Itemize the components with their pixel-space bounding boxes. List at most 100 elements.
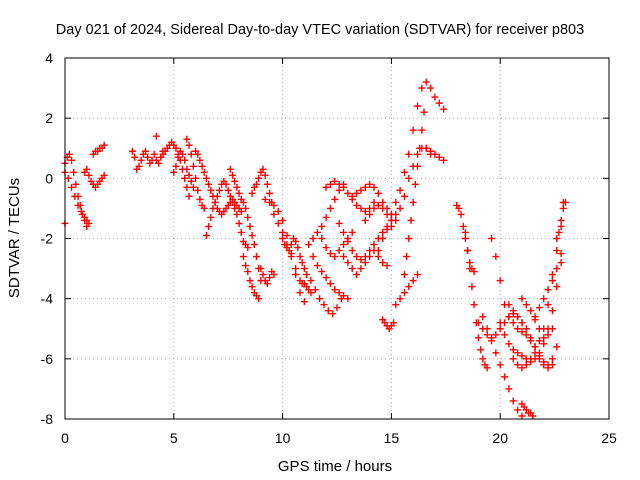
data-point	[396, 295, 404, 303]
data-point	[518, 295, 526, 303]
series	[248, 165, 276, 206]
data-point	[374, 253, 382, 261]
data-point	[561, 198, 569, 206]
data-point	[387, 216, 395, 224]
data-point	[257, 265, 265, 273]
data-point	[292, 265, 300, 273]
data-point	[544, 364, 552, 372]
data-point	[318, 222, 326, 230]
data-point	[348, 192, 356, 200]
series	[531, 250, 565, 321]
data-point	[518, 364, 526, 372]
data-point	[527, 355, 535, 363]
data-point	[335, 219, 343, 227]
series	[518, 295, 556, 342]
data-point	[222, 180, 230, 188]
data-point	[198, 162, 206, 170]
data-point	[174, 153, 182, 161]
series	[61, 168, 91, 224]
data-point	[405, 235, 413, 242]
data-point	[128, 147, 136, 155]
data-point	[100, 171, 108, 179]
data-point	[353, 253, 361, 261]
data-point	[348, 247, 356, 255]
data-point	[196, 195, 204, 203]
data-point	[244, 244, 252, 252]
data-point	[379, 228, 387, 236]
data-point	[555, 228, 563, 236]
data-point	[492, 349, 500, 357]
data-point	[353, 189, 361, 197]
data-point	[211, 198, 219, 206]
data-point	[357, 186, 365, 194]
data-point	[287, 241, 295, 249]
data-point	[196, 156, 204, 164]
data-point	[557, 216, 565, 224]
data-point	[548, 307, 556, 315]
data-point	[387, 210, 395, 218]
data-point	[331, 195, 339, 203]
data-point	[455, 204, 463, 212]
data-point	[514, 406, 522, 414]
data-point	[340, 292, 348, 300]
data-point	[74, 201, 82, 209]
data-point	[514, 361, 522, 369]
data-point	[248, 231, 256, 239]
data-point	[344, 189, 352, 197]
data-point	[496, 277, 504, 285]
data-point	[392, 198, 400, 206]
data-point	[396, 204, 404, 212]
data-point	[316, 295, 324, 303]
data-point	[252, 180, 260, 188]
data-point	[414, 162, 422, 170]
data-point	[255, 295, 263, 303]
data-point	[261, 195, 269, 203]
data-point	[466, 259, 474, 267]
data-point	[483, 331, 491, 339]
series	[422, 144, 448, 164]
data-point	[505, 313, 513, 321]
data-point	[239, 198, 247, 206]
data-point	[492, 331, 500, 339]
data-point	[322, 244, 330, 252]
data-point	[326, 204, 334, 212]
data-point	[522, 361, 530, 369]
data-point	[477, 346, 485, 354]
data-point	[379, 204, 387, 212]
data-point	[483, 364, 491, 372]
data-point	[427, 147, 435, 155]
series	[307, 277, 345, 318]
data-point	[361, 259, 369, 267]
data-point	[85, 171, 93, 179]
data-point	[331, 253, 339, 261]
data-point	[270, 271, 278, 279]
data-point	[318, 268, 326, 276]
data-point	[192, 174, 200, 182]
data-point	[531, 343, 539, 351]
y-tick-label: 4	[45, 50, 53, 66]
data-point	[244, 268, 252, 276]
data-point	[474, 319, 482, 327]
series	[392, 271, 422, 309]
data-point	[187, 177, 195, 185]
data-point	[229, 198, 237, 206]
data-point	[246, 277, 254, 285]
chart-title: Day 021 of 2024, Sidereal Day-to-day VTE…	[56, 22, 584, 38]
data-point	[405, 174, 413, 182]
data-point	[324, 307, 332, 315]
data-point	[390, 319, 398, 327]
data-point	[207, 186, 215, 194]
data-point	[548, 271, 556, 279]
data-point	[252, 253, 260, 261]
data-point	[179, 150, 187, 158]
data-point	[300, 298, 308, 306]
data-point	[296, 289, 304, 297]
data-point	[229, 171, 237, 179]
data-point	[418, 126, 426, 134]
data-point	[298, 259, 306, 267]
data-point	[548, 361, 556, 369]
data-point	[459, 222, 467, 230]
data-point	[239, 253, 247, 261]
series	[340, 247, 391, 279]
data-point	[183, 183, 191, 191]
